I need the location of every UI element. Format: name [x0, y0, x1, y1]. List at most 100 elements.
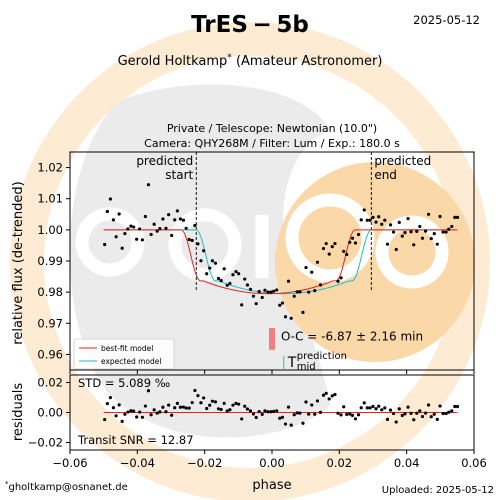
flux-point	[356, 232, 361, 237]
residual-point	[257, 409, 261, 414]
residual-point	[412, 418, 416, 422]
residual-point	[318, 410, 323, 414]
residual-point	[350, 413, 355, 417]
flux-point	[397, 220, 401, 224]
residual-point	[321, 393, 326, 397]
residual-point	[240, 417, 244, 421]
residual-point	[173, 406, 177, 410]
residual-point	[114, 414, 118, 418]
residuals-panel: −0.02 0.00 0.02 −0.06 −0.04 −0.02 0.00 0.02 0.0…	[28, 374, 487, 470]
residual-point	[199, 401, 203, 405]
flux-point	[272, 289, 276, 293]
residual-point	[237, 402, 241, 406]
flux-point	[219, 279, 223, 283]
residual-point	[193, 388, 197, 393]
flux-point	[173, 218, 177, 222]
flux-point	[275, 288, 279, 292]
residual-point	[345, 412, 349, 416]
flux-point	[345, 252, 349, 257]
residual-point	[444, 411, 448, 416]
residual-point	[397, 407, 401, 411]
residual-point	[120, 419, 124, 423]
flux-point	[213, 261, 218, 265]
residual-point	[348, 412, 352, 416]
residual-point	[222, 401, 226, 405]
contact-line: *gholtkamp@osnanet.de	[5, 480, 128, 493]
main-y-tick-label: 1.01	[37, 192, 63, 206]
residuals-x-ticks: −0.06 −0.04 −0.02 0.00 0.02 0.04 0.06	[52, 450, 487, 470]
flux-point	[225, 283, 229, 287]
flux-point	[266, 290, 270, 294]
residual-point	[161, 405, 165, 409]
residual-point	[108, 396, 112, 400]
residual-point	[362, 401, 366, 405]
flux-point	[152, 222, 156, 226]
flux-point	[199, 259, 203, 263]
flux-point	[210, 259, 215, 263]
flux-point	[123, 231, 127, 236]
flux-point	[330, 245, 334, 249]
flux-point	[228, 281, 232, 286]
flux-point	[105, 209, 109, 214]
legend: best-fit model expected model	[73, 338, 175, 370]
flux-point	[432, 231, 436, 236]
residual-point	[327, 397, 331, 401]
residual-point	[158, 410, 162, 414]
flux-point	[318, 283, 323, 287]
flux-point	[339, 276, 343, 280]
flux-point	[406, 217, 410, 221]
flux-point	[149, 232, 153, 237]
residual-point	[243, 404, 247, 408]
residual-point	[391, 411, 396, 416]
flux-point	[388, 223, 393, 227]
x-tick-label: −0.06	[52, 456, 87, 470]
main-y-tick-label: 0.97	[37, 316, 63, 330]
flux-point	[342, 249, 346, 253]
residual-point	[423, 411, 428, 415]
flux-point	[333, 241, 337, 246]
flux-point	[441, 230, 445, 234]
t-mid-sub: mid	[297, 362, 316, 373]
figure-title: TrES − 5b	[191, 12, 309, 38]
residual-point	[406, 405, 410, 409]
flux-point	[120, 246, 124, 250]
residual-point	[216, 407, 221, 411]
residual-point	[225, 409, 229, 413]
flux-point	[240, 303, 244, 307]
flux-point	[444, 230, 448, 234]
flux-point	[146, 183, 151, 187]
flux-point	[129, 224, 133, 228]
flux-point	[383, 218, 387, 222]
residual-point	[202, 396, 206, 400]
residual-point	[310, 403, 314, 407]
flux-point	[245, 283, 250, 287]
flux-point	[140, 238, 144, 242]
residual-point	[380, 408, 384, 412]
residual-point	[356, 413, 361, 417]
residual-point	[315, 399, 320, 403]
residual-point	[278, 416, 282, 420]
residual-point	[447, 410, 451, 414]
t-mid-sup: prediction	[297, 351, 347, 362]
predicted-end-label-2: end	[374, 168, 397, 182]
residual-point	[126, 410, 130, 414]
flux-point	[280, 301, 285, 305]
flux-point	[216, 276, 221, 281]
residual-point	[388, 408, 393, 412]
main-y-tick-label: 1.00	[37, 223, 63, 237]
flux-point	[426, 212, 431, 216]
flux-point	[310, 270, 314, 274]
residual-point	[385, 417, 390, 421]
flux-point	[283, 315, 288, 319]
residual-point	[269, 410, 273, 414]
residual-point	[450, 409, 454, 413]
observer-line: Gerold Holtkamp* (Amateur Astronomer)	[118, 53, 383, 69]
residual-point	[254, 415, 258, 420]
legend-label-expected: expected model	[101, 357, 161, 366]
flux-point	[114, 235, 118, 239]
flux-point	[423, 229, 428, 233]
residual-point	[234, 401, 238, 405]
residual-point	[260, 412, 264, 416]
residual-point	[403, 412, 407, 416]
